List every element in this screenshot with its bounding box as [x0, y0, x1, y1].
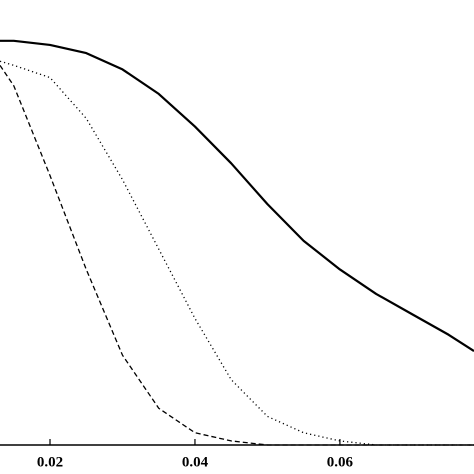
line-series	[0, 39, 474, 353]
line-series	[0, 64, 474, 446]
x-tick-label: 0.06	[327, 454, 354, 470]
x-tick-label: 0.02	[37, 454, 63, 470]
line-series	[0, 60, 474, 446]
x-tick-label: 0.04	[182, 454, 209, 470]
